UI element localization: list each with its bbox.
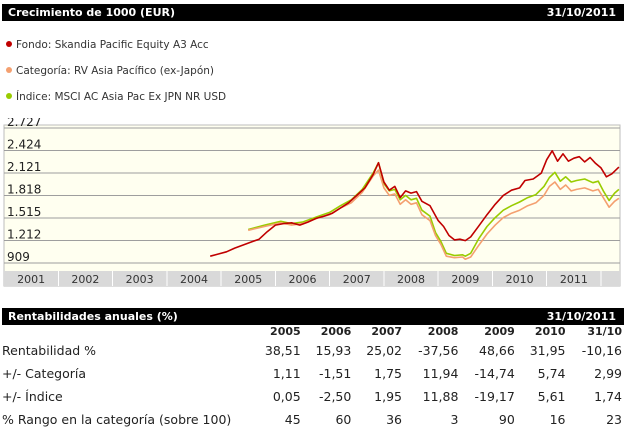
category-dot-icon bbox=[6, 67, 12, 73]
col-ytd: 31/10 bbox=[587, 325, 622, 338]
row-rentabilidad: Rentabilidad % 38,51 15,93 25,02 -37,56 … bbox=[2, 339, 624, 362]
cell: 1,95 bbox=[374, 389, 403, 404]
cell: -19,17 bbox=[474, 389, 515, 404]
legend-index: Índice: MSCI AC Asia Pac Ex JPN NR USD bbox=[6, 90, 226, 104]
y-tick-label: 909 bbox=[7, 250, 30, 264]
legend-fund-label: Fondo: Skandia Pacific Equity A3 Acc bbox=[16, 39, 209, 51]
col-2006: 2006 bbox=[320, 325, 352, 338]
cell: 11,88 bbox=[422, 389, 459, 404]
y-tick-label: 1.212 bbox=[7, 228, 41, 242]
row-vs-indice: +/- Índice 0,05 -2,50 1,95 11,88 -19,17 … bbox=[2, 385, 624, 408]
fund-dot-icon bbox=[6, 41, 12, 47]
row-vs-categoria: +/- Categoría 1,11 -1,51 1,75 11,94 -14,… bbox=[2, 362, 624, 385]
cell: 23 bbox=[606, 412, 622, 427]
cell: 1,75 bbox=[374, 366, 403, 381]
cell: 25,02 bbox=[366, 343, 403, 358]
x-tick-label: 2005 bbox=[234, 273, 262, 286]
cell: -14,74 bbox=[474, 366, 515, 381]
returns-header: Rentabilidades anuales (%) 31/10/2011 bbox=[2, 308, 624, 325]
returns-title: Rentabilidades anuales (%) bbox=[8, 310, 178, 323]
cell: 15,93 bbox=[315, 343, 352, 358]
series-line-fondo bbox=[209, 150, 620, 257]
row-label: Rentabilidad % bbox=[2, 343, 97, 358]
col-2009: 2009 bbox=[484, 325, 515, 338]
returns-table: 2005 2006 2007 2008 2009 2010 31/10 Rent… bbox=[2, 324, 624, 431]
cell: 16 bbox=[549, 412, 566, 427]
x-axis-band bbox=[4, 271, 620, 286]
cell: -10,16 bbox=[581, 343, 622, 358]
cell: 45 bbox=[284, 412, 301, 427]
cell: 1,11 bbox=[272, 366, 301, 381]
row-label: % Rango en la categoría (sobre 100) bbox=[2, 412, 232, 427]
x-tick-label: 2001 bbox=[17, 273, 45, 286]
x-tick-label: 2009 bbox=[451, 273, 479, 286]
legend-category-label: Categoría: RV Asia Pacífico (ex-Japón) bbox=[16, 65, 215, 77]
x-tick-label: 2007 bbox=[343, 273, 371, 286]
x-tick-label: 2008 bbox=[397, 273, 425, 286]
y-tick-label: 1.818 bbox=[7, 183, 41, 197]
row-label: +/- Categoría bbox=[2, 366, 87, 381]
cell: 38,51 bbox=[264, 343, 301, 358]
cell: 60 bbox=[335, 412, 352, 427]
growth-chart: 2.727 2.424 2.121 1.818 1.515 1.212 909 2001 200… bbox=[3, 118, 621, 287]
cell: 1,74 bbox=[594, 389, 622, 404]
cell: 48,66 bbox=[479, 343, 515, 358]
row-rango: % Rango en la categoría (sobre 100) 45 6… bbox=[2, 408, 624, 431]
legend-category: Categoría: RV Asia Pacífico (ex-Japón) bbox=[6, 64, 214, 78]
row-label: +/- Índice bbox=[2, 389, 63, 404]
growth-title: Crecimiento de 1000 (EUR) bbox=[8, 6, 175, 19]
cell: 5,61 bbox=[537, 389, 566, 404]
col-2005: 2005 bbox=[270, 325, 301, 338]
y-tick-label: 2.727 bbox=[7, 118, 41, 129]
legend-fund: Fondo: Skandia Pacific Equity A3 Acc bbox=[6, 38, 209, 52]
cell: 90 bbox=[498, 412, 515, 427]
x-tick-label: 2011 bbox=[560, 273, 588, 286]
cell: -2,50 bbox=[319, 389, 352, 404]
plot-area bbox=[3, 124, 621, 287]
legend-index-label: Índice: MSCI AC Asia Pac Ex JPN NR USD bbox=[16, 91, 227, 103]
col-2008: 2008 bbox=[427, 325, 459, 338]
index-dot-icon bbox=[6, 93, 12, 99]
cell: 2,99 bbox=[594, 366, 622, 381]
x-tick-label: 2002 bbox=[71, 273, 99, 286]
y-tick-label: 2.424 bbox=[7, 138, 41, 152]
x-tick-label: 2010 bbox=[506, 273, 534, 286]
x-tick-label: 2006 bbox=[289, 273, 317, 286]
cell: 31,95 bbox=[529, 343, 566, 358]
col-2007: 2007 bbox=[371, 325, 403, 338]
col-2010: 2010 bbox=[534, 325, 566, 338]
cell: 3 bbox=[450, 412, 459, 427]
cell: -37,56 bbox=[418, 343, 459, 358]
series-line-categora bbox=[248, 169, 620, 260]
cell: 5,74 bbox=[537, 366, 566, 381]
x-tick-label: 2003 bbox=[126, 273, 154, 286]
returns-header-row: 2005 2006 2007 2008 2009 2010 31/10 bbox=[2, 324, 624, 339]
growth-date: 31/10/2011 bbox=[546, 6, 616, 19]
x-tick-label: 2004 bbox=[180, 273, 208, 286]
y-tick-label: 2.121 bbox=[7, 160, 41, 174]
cell: 11,94 bbox=[422, 366, 459, 381]
cell: 36 bbox=[386, 412, 403, 427]
returns-corner bbox=[2, 324, 252, 339]
growth-header: Crecimiento de 1000 (EUR) 31/10/2011 bbox=[2, 4, 624, 21]
y-tick-label: 1.515 bbox=[7, 205, 41, 219]
cell: 0,05 bbox=[272, 389, 301, 404]
cell: -1,51 bbox=[319, 366, 352, 381]
returns-date: 31/10/2011 bbox=[546, 310, 616, 323]
